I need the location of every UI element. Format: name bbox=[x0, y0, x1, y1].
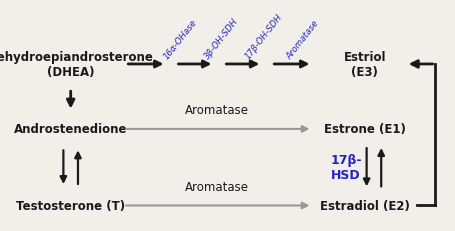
Text: 17β-OH-SDH: 17β-OH-SDH bbox=[243, 13, 284, 61]
Text: Aromatase: Aromatase bbox=[284, 19, 320, 61]
Text: Testosterone (T): Testosterone (T) bbox=[16, 199, 125, 212]
Text: 17β-
HSD: 17β- HSD bbox=[329, 154, 361, 181]
Text: Estradiol (E2): Estradiol (E2) bbox=[319, 199, 409, 212]
Text: Dehydroepiandrosterone
(DHEA): Dehydroepiandrosterone (DHEA) bbox=[0, 51, 153, 79]
Text: 16α-OHase: 16α-OHase bbox=[162, 18, 198, 61]
Text: Aromatase: Aromatase bbox=[184, 180, 248, 193]
Text: 3β-OH-SDH: 3β-OH-SDH bbox=[202, 17, 240, 61]
Text: Androstenedione: Androstenedione bbox=[14, 123, 127, 136]
Text: Aromatase: Aromatase bbox=[184, 104, 248, 117]
Text: Estrone (E1): Estrone (E1) bbox=[323, 123, 405, 136]
Text: Estriol
(E3): Estriol (E3) bbox=[343, 51, 385, 79]
